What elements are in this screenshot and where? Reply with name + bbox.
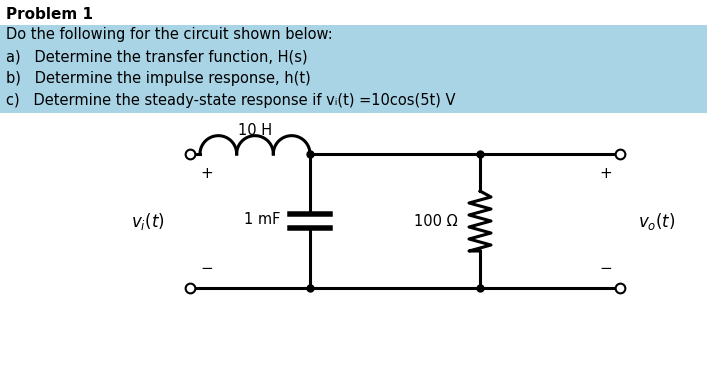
Text: −: − <box>200 261 213 276</box>
Text: −: − <box>600 261 612 276</box>
Text: 100 Ω: 100 Ω <box>414 214 458 229</box>
Text: +: + <box>600 166 612 181</box>
Text: +: + <box>200 166 213 181</box>
Text: Problem 1: Problem 1 <box>6 7 93 22</box>
Text: $v_o(t)$: $v_o(t)$ <box>638 211 676 232</box>
Text: 10 H: 10 H <box>238 123 272 138</box>
Bar <box>0 47 707 69</box>
Text: b)   Determine the impulse response, h(t): b) Determine the impulse response, h(t) <box>6 71 311 86</box>
Bar <box>0 69 707 91</box>
Text: $v_i(t)$: $v_i(t)$ <box>132 211 165 232</box>
Bar <box>0 25 707 47</box>
Text: Do the following for the circuit shown below:: Do the following for the circuit shown b… <box>6 27 333 42</box>
Text: 1 mF: 1 mF <box>244 211 280 226</box>
Bar <box>0 91 707 113</box>
Text: c)   Determine the steady-state response if vᵢ(t) =10cos(5t) V: c) Determine the steady-state response i… <box>6 93 455 108</box>
Text: a)   Determine the transfer function, H(s): a) Determine the transfer function, H(s) <box>6 49 308 64</box>
